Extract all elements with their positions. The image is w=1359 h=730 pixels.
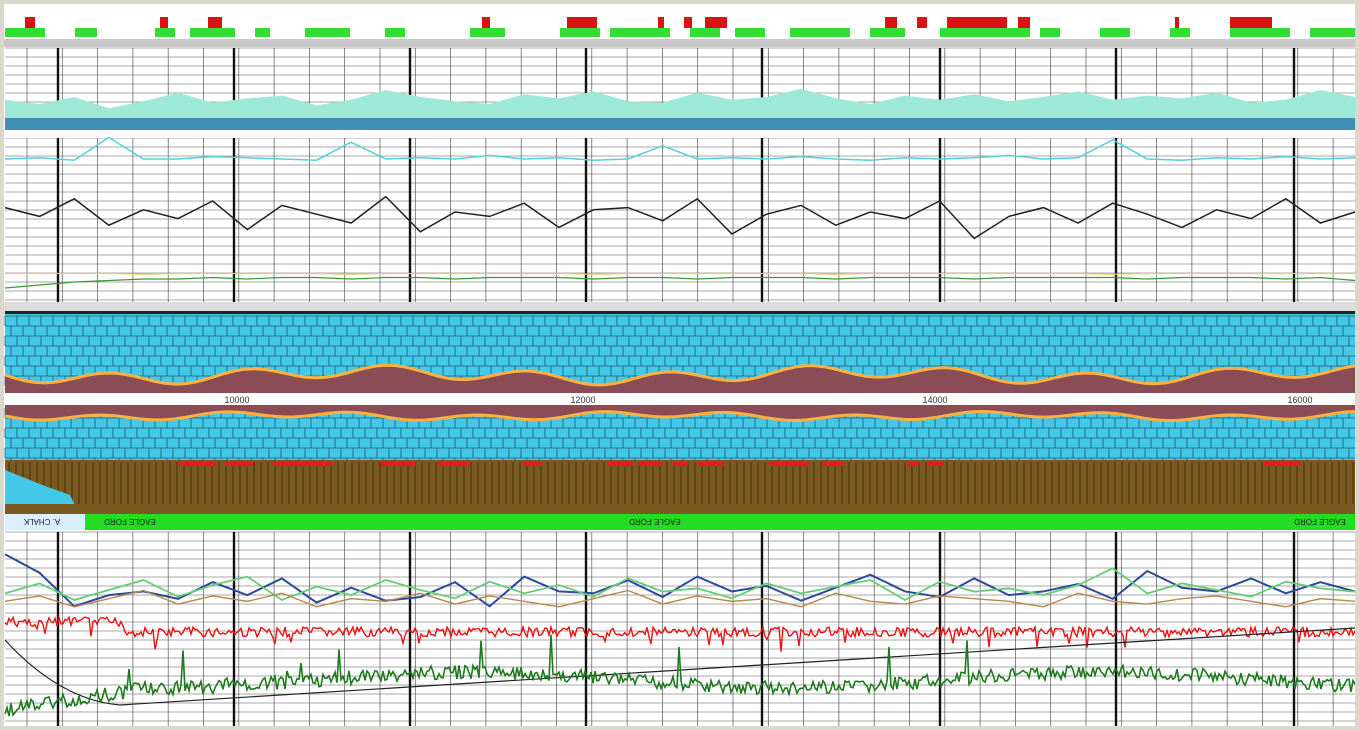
flag-green-9 (610, 28, 670, 37)
flag-red-0 (25, 17, 35, 28)
gamma-gap (5, 130, 1355, 138)
flag-red-1 (160, 17, 168, 28)
red-mark-23 (673, 462, 689, 466)
depth-axis-bg (0, 393, 1359, 405)
brown-bottom-fill (5, 504, 1355, 514)
formation-label: EAGLE FORD (104, 517, 156, 526)
maroon-fill-lower (5, 405, 1355, 421)
flag-red-4 (567, 17, 597, 28)
depth-tick-label: 16000 (1287, 395, 1312, 405)
gamma-fill (5, 88, 1355, 125)
upper-grid-bg (5, 48, 1355, 302)
red-mark-20 (523, 462, 542, 466)
flag-green-8 (560, 28, 600, 37)
cyan-curve (4, 136, 1356, 161)
brick-top-edge (5, 311, 1355, 314)
flag-red-9 (917, 17, 927, 28)
flag-green-14 (940, 28, 1030, 37)
flag-green-15 (1040, 28, 1060, 37)
flag-red-12 (1175, 17, 1179, 28)
formation-label: EAGLE FORD (629, 517, 681, 526)
lightgreen-curve (4, 567, 1356, 602)
yellow-curve (5, 272, 1355, 275)
flag-red-3 (482, 17, 490, 28)
flag-green-16 (1100, 28, 1130, 37)
flag-green-17 (1170, 28, 1190, 37)
flag-red-13 (1230, 17, 1272, 28)
formation-label: A. CHALK (23, 517, 60, 526)
flag-green-1 (75, 28, 97, 37)
flag-green-2 (155, 28, 175, 37)
flag-green-5 (305, 28, 350, 37)
flag-green-13 (870, 28, 905, 37)
red-mark-9 (786, 462, 809, 466)
flag-red-2 (208, 17, 222, 28)
red-mark-11 (1263, 462, 1301, 466)
flag-red-6 (684, 17, 692, 28)
flag-green-7 (470, 28, 505, 37)
flag-red-8 (885, 17, 897, 28)
orange-curve-upper (4, 363, 1356, 387)
red-mark-22 (380, 462, 416, 466)
flag-green-18 (1230, 28, 1290, 37)
formation-label: EAGLE FORD (1294, 517, 1346, 526)
depth-tick-label: 12000 (570, 395, 595, 405)
red-mark-5 (438, 462, 470, 466)
red-mark-19 (273, 462, 305, 466)
tan-curve (4, 589, 1356, 608)
red-mark-12 (232, 462, 254, 466)
red-mark-21 (180, 462, 217, 466)
red-mark-4 (822, 462, 843, 466)
flag-green-12 (790, 28, 850, 37)
black-trend-curve (4, 627, 1356, 706)
flag-gray-band (0, 39, 1359, 47)
flag-red-11 (1018, 17, 1030, 28)
flag-green-0 (5, 28, 45, 37)
red-mark-18 (769, 462, 788, 466)
orange-curve-lower (4, 409, 1356, 423)
red-mark-6 (908, 462, 919, 466)
flag-green-6 (385, 28, 405, 37)
flag-green-3 (190, 28, 235, 37)
red-noisy-curve (4, 614, 1359, 652)
red-mark-7 (708, 462, 724, 466)
formation-first-cell (5, 514, 85, 530)
depth-tick-label: 14000 (922, 395, 947, 405)
flag-red-5 (658, 17, 664, 28)
darkgreen-noisy-curve (4, 634, 1359, 717)
depth-tick-label: 10000 (224, 395, 249, 405)
gamma-base-band (5, 118, 1355, 130)
green-curve (4, 276, 1356, 289)
red-mark-14 (608, 462, 633, 466)
red-mark-13 (1284, 462, 1298, 466)
black-curve (4, 195, 1356, 240)
maroon-fill-upper (5, 365, 1355, 394)
red-mark-16 (294, 462, 333, 466)
flag-green-4 (255, 28, 270, 37)
flag-red-10 (947, 17, 1007, 28)
red-mark-15 (926, 462, 943, 466)
flag-green-19 (1310, 28, 1355, 37)
flag-red-7 (705, 17, 727, 28)
blue-curve (4, 553, 1356, 608)
red-mark-17 (641, 462, 657, 466)
brown-left-blue (5, 470, 80, 515)
flag-green-11 (735, 28, 765, 37)
flag-green-10 (690, 28, 720, 37)
formation-band (5, 514, 1355, 530)
